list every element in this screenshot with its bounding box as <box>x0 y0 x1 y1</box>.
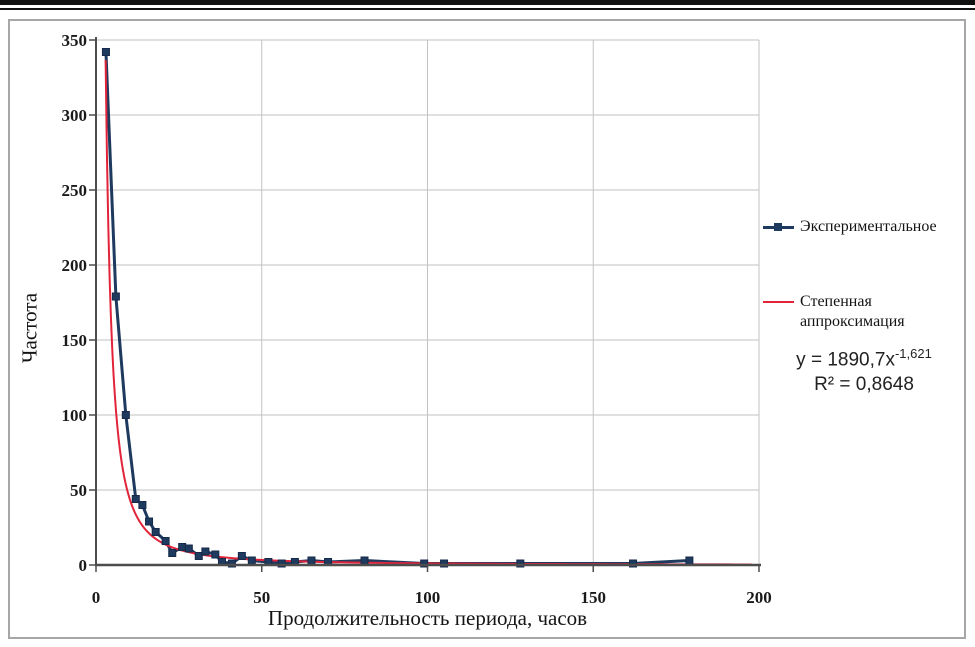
data-point-marker <box>247 556 256 565</box>
x-tick-label: 0 <box>92 588 101 607</box>
legend-item-trendline: Степенная аппроксимация <box>763 292 932 332</box>
y-tick-label: 150 <box>62 331 88 350</box>
y-axis-title: Частота <box>17 292 42 364</box>
data-point-marker <box>685 556 694 565</box>
data-point-marker <box>516 559 525 568</box>
data-point-marker <box>178 543 187 551</box>
x-tick-label: 50 <box>253 588 270 607</box>
data-point-marker <box>111 292 120 301</box>
legend-label-trendline: Степенная аппроксимация <box>800 293 905 330</box>
experimental-line-swatch <box>763 222 794 231</box>
experimental-series-line <box>104 50 691 565</box>
data-point-marker <box>201 547 210 556</box>
data-point-marker <box>121 411 130 419</box>
y-tick-label: 50 <box>70 481 87 500</box>
data-point-marker <box>629 559 638 568</box>
trendline-equation: y = 1890,7x-1,621 R² = 0,8648 <box>766 346 962 396</box>
equation-line: y = 1890,7x-1,621 <box>766 346 962 371</box>
y-tick-label: 200 <box>62 256 88 275</box>
data-point-marker <box>151 528 160 536</box>
data-point-marker <box>227 559 236 568</box>
data-point-marker <box>138 501 147 509</box>
trendline-swatch <box>763 301 794 303</box>
r-squared-value: R² = 0,8648 <box>814 374 914 396</box>
page-top-rule <box>0 0 975 10</box>
y-tick-label: 0 <box>79 556 88 575</box>
legend: Экспериментальное Степенная аппроксимаци… <box>760 0 972 647</box>
x-tick-label: 200 <box>746 588 772 607</box>
data-point-marker <box>101 48 110 56</box>
x-tick-label: 150 <box>581 588 607 607</box>
y-tick-label: 100 <box>62 406 88 425</box>
data-point-marker <box>211 550 220 559</box>
data-point-marker <box>145 517 154 526</box>
equation-exponent: -1,621 <box>894 346 932 361</box>
trendline-path <box>104 60 752 566</box>
x-axis-title: Продолжительность периода, часов <box>267 606 588 630</box>
data-point-marker <box>194 552 203 560</box>
equation-base: y = 1890,7x <box>796 349 895 371</box>
legend-label-experimental: Экспериментальное <box>800 218 937 235</box>
data-point-marker <box>237 552 246 560</box>
chart-frame <box>8 19 966 639</box>
data-point-marker <box>168 549 177 557</box>
data-point-marker <box>360 556 369 565</box>
data-point-marker <box>440 559 449 568</box>
legend-item-experimental: Экспериментальное <box>763 217 937 237</box>
square-marker-icon <box>774 222 782 231</box>
y-tick-label: 300 <box>62 106 88 125</box>
data-point-marker <box>420 559 429 568</box>
y-tick-label: 250 <box>62 181 88 200</box>
data-point-marker <box>161 537 170 545</box>
data-point-marker <box>131 495 140 503</box>
data-point-marker <box>184 544 193 553</box>
x-tick-label: 100 <box>415 588 441 607</box>
data-point-marker <box>307 556 316 565</box>
y-tick-label: 350 <box>62 31 88 50</box>
data-point-marker <box>277 559 286 568</box>
